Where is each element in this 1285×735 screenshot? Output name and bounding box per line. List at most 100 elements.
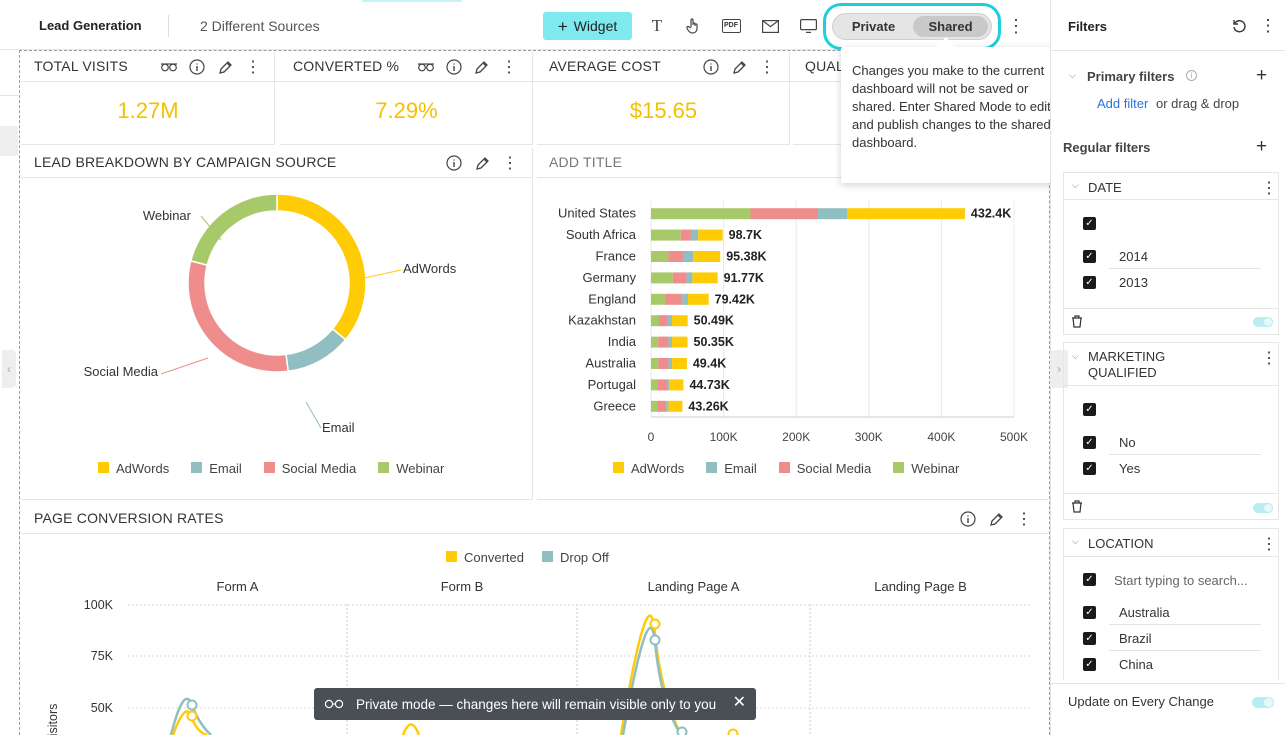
bar-segment[interactable] [672, 358, 687, 369]
bar-segment[interactable] [693, 251, 721, 262]
screen-icon[interactable] [798, 16, 818, 36]
legend-item-social-media[interactable]: Social Media [263, 461, 356, 476]
chevron-down-icon[interactable]: ⌵ [1069, 70, 1076, 80]
edit-icon[interactable] [215, 57, 235, 77]
pdf-icon[interactable]: PDF [721, 16, 741, 36]
filters-menu-icon[interactable]: ⋮ [1259, 16, 1277, 35]
bar-segment[interactable] [817, 208, 848, 220]
glasses-icon[interactable] [159, 57, 179, 77]
checkbox[interactable]: ✓ [1083, 606, 1096, 619]
bar-segment[interactable] [658, 336, 669, 348]
bar-segment[interactable] [698, 229, 723, 241]
donut-slice-social-media[interactable] [187, 259, 289, 373]
filter-menu-icon[interactable]: ⋮ [1261, 180, 1277, 197]
widget-menu-icon[interactable]: ⋮ [502, 155, 518, 172]
select-all-checkbox[interactable]: ✓ [1083, 573, 1096, 586]
widget-title[interactable]: ADD TITLE [549, 154, 623, 170]
checkbox[interactable]: ✓ [1083, 632, 1096, 645]
close-icon[interactable]: ✕ [732, 694, 746, 711]
data-point[interactable] [676, 726, 688, 735]
bar-segment[interactable] [651, 251, 669, 262]
reset-icon[interactable] [1229, 16, 1249, 36]
chevron-down-icon[interactable]: ⌵ [1072, 351, 1079, 361]
donut-slice-email[interactable] [285, 327, 347, 373]
bar-segment[interactable] [672, 272, 687, 284]
bar-segment[interactable] [686, 272, 693, 284]
bar-segment[interactable] [651, 379, 658, 391]
bar-segment[interactable] [688, 293, 709, 305]
bar-segment[interactable] [657, 379, 667, 391]
select-all-checkbox[interactable]: ✓ [1083, 217, 1096, 230]
bar-segment[interactable] [668, 358, 673, 369]
edit-icon[interactable] [986, 509, 1006, 529]
bar-segment[interactable] [666, 315, 673, 327]
bar-segment[interactable] [682, 293, 689, 305]
filter-hand-icon[interactable] [683, 16, 703, 36]
checkbox[interactable]: ✓ [1083, 436, 1096, 449]
glasses-icon[interactable] [416, 57, 436, 77]
data-point[interactable] [186, 710, 198, 722]
donut-slice-adwords[interactable] [276, 193, 367, 341]
bar-segment[interactable] [657, 400, 667, 412]
bar-segment[interactable] [680, 229, 691, 241]
dashboard-title[interactable]: Lead Generation [39, 18, 142, 33]
bar-segment[interactable] [651, 272, 673, 284]
info-icon[interactable] [444, 153, 464, 173]
trash-icon[interactable] [1071, 315, 1083, 328]
legend-item-social-media[interactable]: Social Media [778, 461, 871, 476]
info-icon[interactable] [444, 57, 464, 77]
bar-segment[interactable] [651, 358, 659, 369]
donut-slice-webinar[interactable] [189, 193, 278, 267]
bar-segment[interactable] [651, 315, 659, 327]
bar-segment[interactable] [666, 379, 670, 391]
info-icon[interactable] [187, 57, 207, 77]
bar-segment[interactable] [750, 208, 818, 220]
legend-item-converted[interactable]: Converted [446, 550, 524, 565]
checkbox[interactable]: ✓ [1083, 462, 1096, 475]
more-menu-icon[interactable]: ⋮ [1007, 15, 1025, 36]
edit-icon[interactable] [471, 57, 491, 77]
bar-segment[interactable] [682, 251, 694, 262]
bar-segment[interactable] [669, 379, 684, 391]
bar-segment[interactable] [692, 272, 718, 284]
bar-segment[interactable] [668, 336, 673, 348]
bar-segment[interactable] [651, 400, 658, 412]
data-point[interactable] [727, 728, 739, 735]
bar-segment[interactable] [847, 208, 965, 220]
bar-segment[interactable] [651, 336, 659, 348]
email-icon[interactable] [760, 16, 780, 36]
widget-menu-icon[interactable]: ⋮ [759, 59, 775, 76]
bar-segment[interactable] [658, 315, 667, 327]
add-primary-filter-icon[interactable]: + [1256, 65, 1268, 86]
bar-segment[interactable] [690, 229, 699, 241]
bar-segment[interactable] [666, 400, 669, 412]
select-all-checkbox[interactable]: ✓ [1083, 403, 1096, 416]
bar-segment[interactable] [665, 293, 683, 305]
add-filter-link[interactable]: Add filter [1097, 96, 1149, 111]
shared-mode-button[interactable]: Shared [913, 16, 988, 37]
add-widget-button[interactable]: + Widget [543, 12, 632, 40]
bar-segment[interactable] [672, 336, 688, 348]
filter-toggle[interactable] [1253, 317, 1273, 327]
edit-icon[interactable] [729, 57, 749, 77]
location-search-input[interactable]: Start typing to search... [1114, 573, 1248, 588]
edit-icon[interactable] [472, 153, 492, 173]
update-on-change-toggle[interactable] [1252, 697, 1274, 708]
filter-menu-icon[interactable]: ⋮ [1261, 536, 1277, 553]
bar-segment[interactable] [658, 358, 669, 369]
legend-item-webinar[interactable]: Webinar [893, 461, 959, 476]
bar-segment[interactable] [651, 293, 666, 305]
info-icon[interactable]: i [1186, 70, 1197, 81]
add-regular-filter-icon[interactable]: + [1256, 136, 1268, 157]
bar-segment[interactable] [672, 315, 688, 327]
bar-segment[interactable] [668, 251, 683, 262]
checkbox[interactable]: ✓ [1083, 658, 1096, 671]
legend-item-drop-off[interactable]: Drop Off [541, 550, 609, 565]
legend-item-adwords[interactable]: AdWords [98, 461, 169, 476]
dashboard-subtitle[interactable]: 2 Different Sources [200, 18, 320, 34]
checkbox[interactable]: ✓ [1083, 276, 1096, 289]
bar-segment[interactable] [651, 229, 681, 241]
data-point[interactable] [186, 699, 198, 711]
widget-menu-icon[interactable]: ⋮ [1016, 511, 1032, 528]
filter-toggle[interactable] [1253, 503, 1273, 513]
